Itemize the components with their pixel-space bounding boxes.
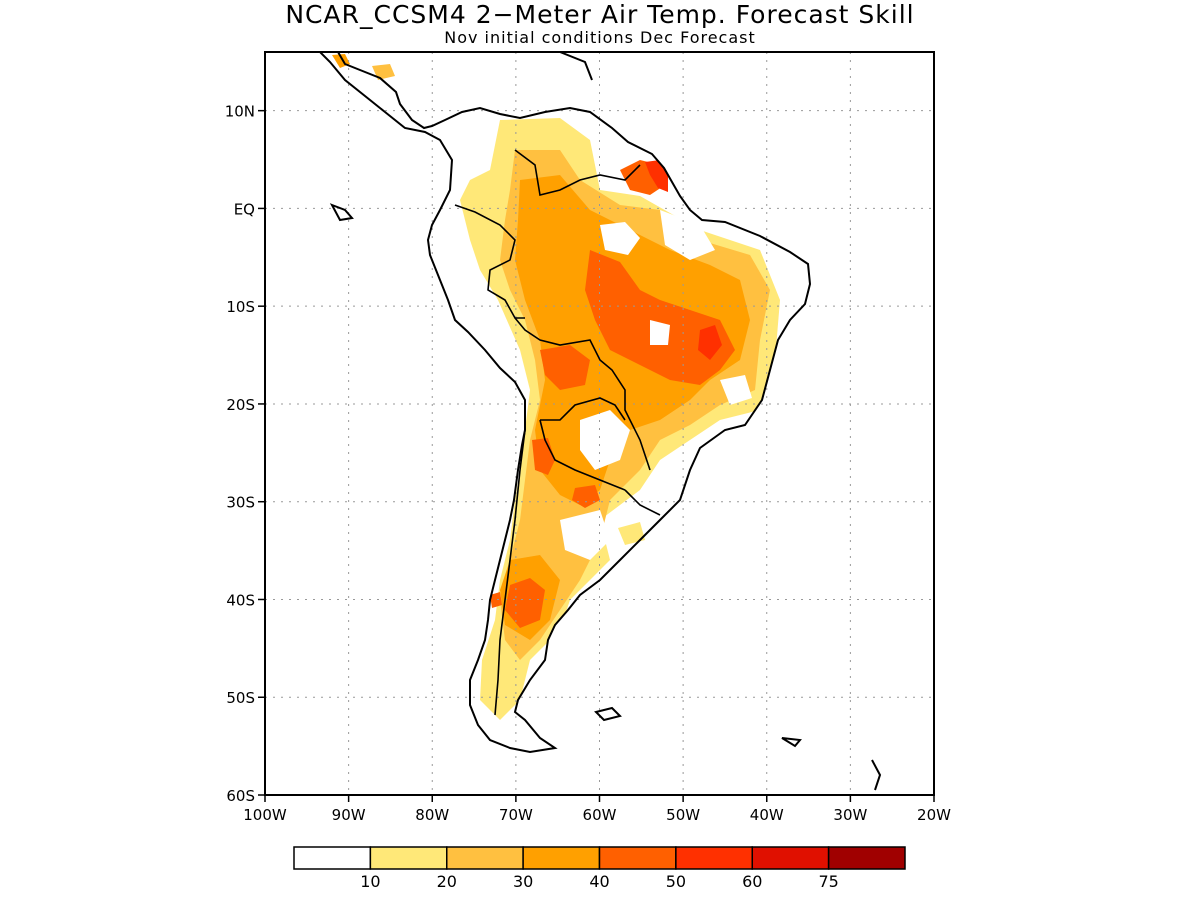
lon-tick-label: 100W <box>243 806 287 824</box>
lat-tick-label: 20S <box>226 396 255 414</box>
colorbar-swatch <box>751 846 830 870</box>
lat-tick-label: 50S <box>226 689 255 707</box>
colorbar-swatch <box>827 846 906 870</box>
colorbar-swatch <box>598 846 677 870</box>
lon-tick-label: 20W <box>917 806 951 824</box>
colorbar-swatch <box>293 846 372 870</box>
colorbar-label: 30 <box>513 872 533 891</box>
lon-tick-label: 50W <box>666 806 700 824</box>
colorbar-swatch <box>446 846 524 870</box>
lat-tick-label: 10S <box>226 298 255 316</box>
plot-subtitle: Nov initial conditions Dec Forecast <box>444 28 756 47</box>
colorbar-swatch <box>675 846 753 870</box>
skill-shading <box>450 118 780 720</box>
colorbar: 10 20 30 40 50 60 75 <box>293 846 906 891</box>
colorbar-label: 10 <box>360 872 380 891</box>
lat-tick-label: 60S <box>226 787 255 805</box>
colorbar-label: 50 <box>666 872 686 891</box>
plot-title: NCAR_CCSM4 2−Meter Air Temp. Forecast Sk… <box>285 0 915 29</box>
lat-tick-label: 30S <box>226 494 255 512</box>
uruguay-skill-patch <box>618 522 645 545</box>
lon-tick-label: 80W <box>415 806 449 824</box>
colorbar-label: 40 <box>589 872 609 891</box>
lat-tick-label: 10N <box>225 103 255 121</box>
colorbar-label: 20 <box>437 872 457 891</box>
lon-tick-label: 90W <box>332 806 366 824</box>
colorbar-label: 75 <box>818 872 838 891</box>
colorbar-swatch <box>522 846 601 870</box>
lat-tick-label: 40S <box>226 591 255 609</box>
colorbar-label: 60 <box>742 872 762 891</box>
lon-tick-label: 30W <box>833 806 867 824</box>
coastlines <box>319 52 882 791</box>
country-borders <box>454 149 661 716</box>
lat-tick-label: EQ <box>234 200 255 218</box>
lon-tick-label: 60W <box>583 806 617 824</box>
lon-tick-label: 40W <box>750 806 784 824</box>
central-america-skill-patch <box>372 64 395 80</box>
colorbar-swatch <box>369 846 448 870</box>
lon-tick-label: 70W <box>499 806 533 824</box>
